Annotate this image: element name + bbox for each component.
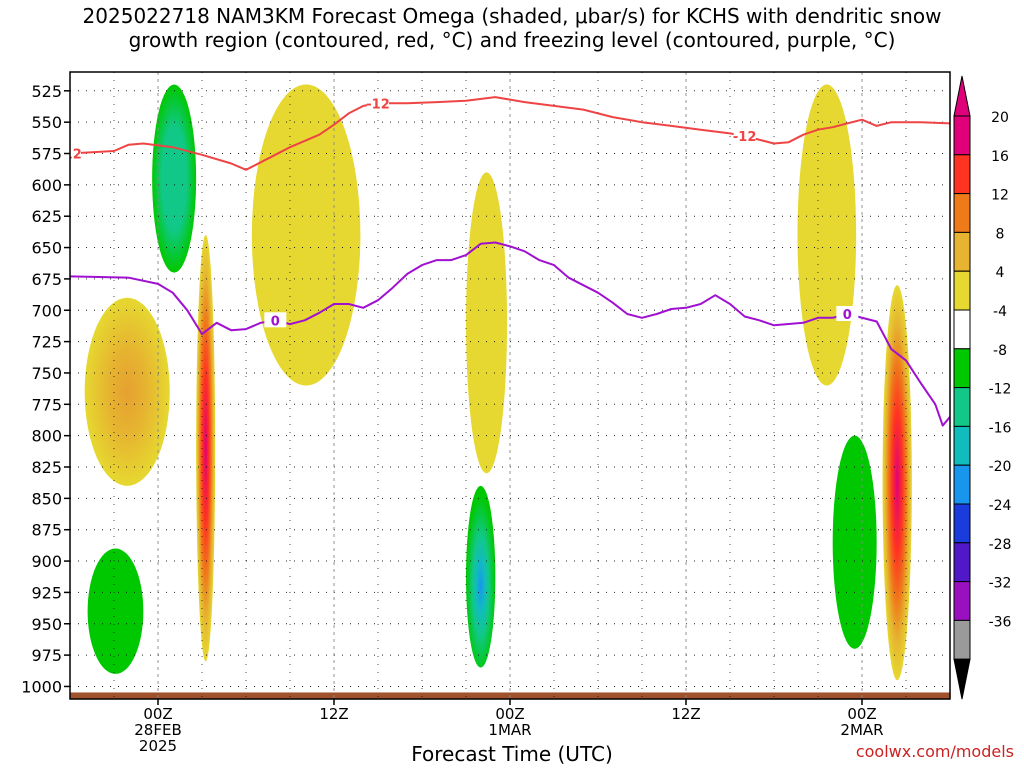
colorbar-label: -4 (993, 304, 1007, 320)
contour-label-bg (367, 95, 389, 111)
y-tick-label: 875 (31, 521, 62, 540)
colorbar-label: -24 (989, 498, 1012, 514)
y-tick-label: 775 (31, 395, 62, 414)
contour-label: -12 (733, 130, 757, 145)
colorbar-swatch (953, 193, 971, 233)
y-tick-label: 850 (31, 489, 62, 508)
x-tick-label: 12Z (319, 705, 348, 723)
y-tick-label: 750 (31, 364, 62, 383)
y-tick-label: 550 (31, 113, 62, 132)
x-tick-label: 00Z (847, 705, 876, 723)
colorbar-top-arrow (953, 75, 971, 117)
colorbar-label: -16 (989, 420, 1012, 436)
downward-motion-area-6 (882, 285, 912, 681)
colorbar-swatch (953, 348, 971, 389)
colorbar-swatch (953, 503, 971, 544)
y-tick-label: 575 (31, 145, 62, 164)
colorbar-label: -28 (989, 537, 1012, 553)
colorbar-swatch (953, 464, 971, 505)
downward-motion-area-10 (797, 84, 857, 386)
colorbar-bottom-arrow (953, 658, 971, 700)
contour-label: -12 (58, 148, 82, 163)
upward-motion-area-3 (466, 485, 496, 668)
y-tick-label: 600 (31, 176, 62, 195)
grid-lines (70, 72, 950, 699)
colorbar-label: 8 (996, 226, 1005, 242)
x-axis-label: Forecast Time (UTC) (411, 742, 613, 766)
colorbar: 20 16 12 8 4 -4 -8 -12 -16 -20 -24 -28 -32 -36 (953, 75, 1012, 700)
y-tick-label: 700 (31, 301, 62, 320)
y-tick-label: 925 (31, 583, 62, 602)
x-tick-label: 2025 (139, 737, 177, 755)
y-tick-label: 950 (31, 615, 62, 634)
contour-label-bg (733, 127, 756, 143)
downward-motion-area-8 (251, 84, 361, 386)
x-tick-label: 12Z (671, 705, 700, 723)
dendritic-growth-contour (70, 96, 950, 171)
contour-label-bg (836, 306, 859, 322)
downward-motion-area-9 (466, 172, 508, 474)
x-tick-label: 28FEB (134, 721, 181, 739)
y-tick-label: 800 (31, 427, 62, 446)
colorbar-swatch (953, 154, 971, 195)
y-tick-label: 975 (31, 646, 62, 665)
contour-lines: -12 -12 -12 0 0 (58, 95, 950, 427)
colorbar-swatch (953, 115, 971, 156)
upward-motion-area-1 (152, 84, 197, 273)
y-tick-label: 725 (31, 333, 62, 352)
colorbar-swatch (953, 425, 971, 466)
downward-motion-area-7 (84, 297, 170, 486)
colorbar-label: -32 (989, 576, 1012, 592)
colorbar-label: 4 (996, 265, 1005, 281)
colorbar-label: -20 (989, 459, 1012, 475)
x-tick-label: 00Z (143, 705, 172, 723)
colorbar-label: -12 (989, 382, 1012, 398)
x-tick-label: 2MAR (840, 721, 883, 739)
chart-title-line-2: growth region (contoured, red, °C) and f… (128, 28, 896, 52)
y-tick-label: 675 (31, 270, 62, 289)
contour-label: -12 (366, 97, 390, 112)
colorbar-swatch (953, 270, 971, 311)
colorbar-swatch (953, 309, 971, 350)
colorbar-swatch (953, 231, 971, 272)
colorbar-label: 20 (991, 110, 1009, 126)
colorbar-label: -36 (989, 614, 1012, 630)
upward-motion-area-2 (87, 548, 144, 674)
pressure-axis: 525 550 575 600 625 650 675 700 725 750 775 800 825 8… (21, 82, 70, 696)
contour-label-bg (70, 145, 81, 161)
colorbar-swatch (953, 387, 971, 427)
colorbar-swatch (953, 581, 971, 621)
y-tick-label: 625 (31, 207, 62, 226)
y-tick-label: 525 (31, 82, 62, 101)
y-tick-label: 1000 (21, 677, 62, 696)
contour-label: 0 (271, 314, 280, 329)
x-tick-label: 00Z (495, 705, 524, 723)
colorbar-label: 16 (991, 149, 1009, 165)
y-tick-label: 650 (31, 239, 62, 258)
colorbar-label: 12 (991, 188, 1009, 204)
downward-motion-area-5 (196, 235, 216, 662)
x-tick-label: 1MAR (488, 721, 531, 739)
y-tick-label: 900 (31, 552, 62, 571)
upward-motion-area-4 (832, 435, 877, 649)
chart-title-line-1: 2025022718 NAM3KM Forecast Omega (shaded… (82, 4, 942, 28)
y-tick-label: 825 (31, 458, 62, 477)
colorbar-swatch (953, 619, 971, 660)
contour-label-bg (264, 312, 287, 328)
colorbar-swatch (953, 542, 971, 583)
contour-label: 0 (843, 308, 852, 323)
credit-link[interactable]: coolwx.com/models (855, 742, 1014, 761)
colorbar-label: -8 (993, 343, 1007, 359)
